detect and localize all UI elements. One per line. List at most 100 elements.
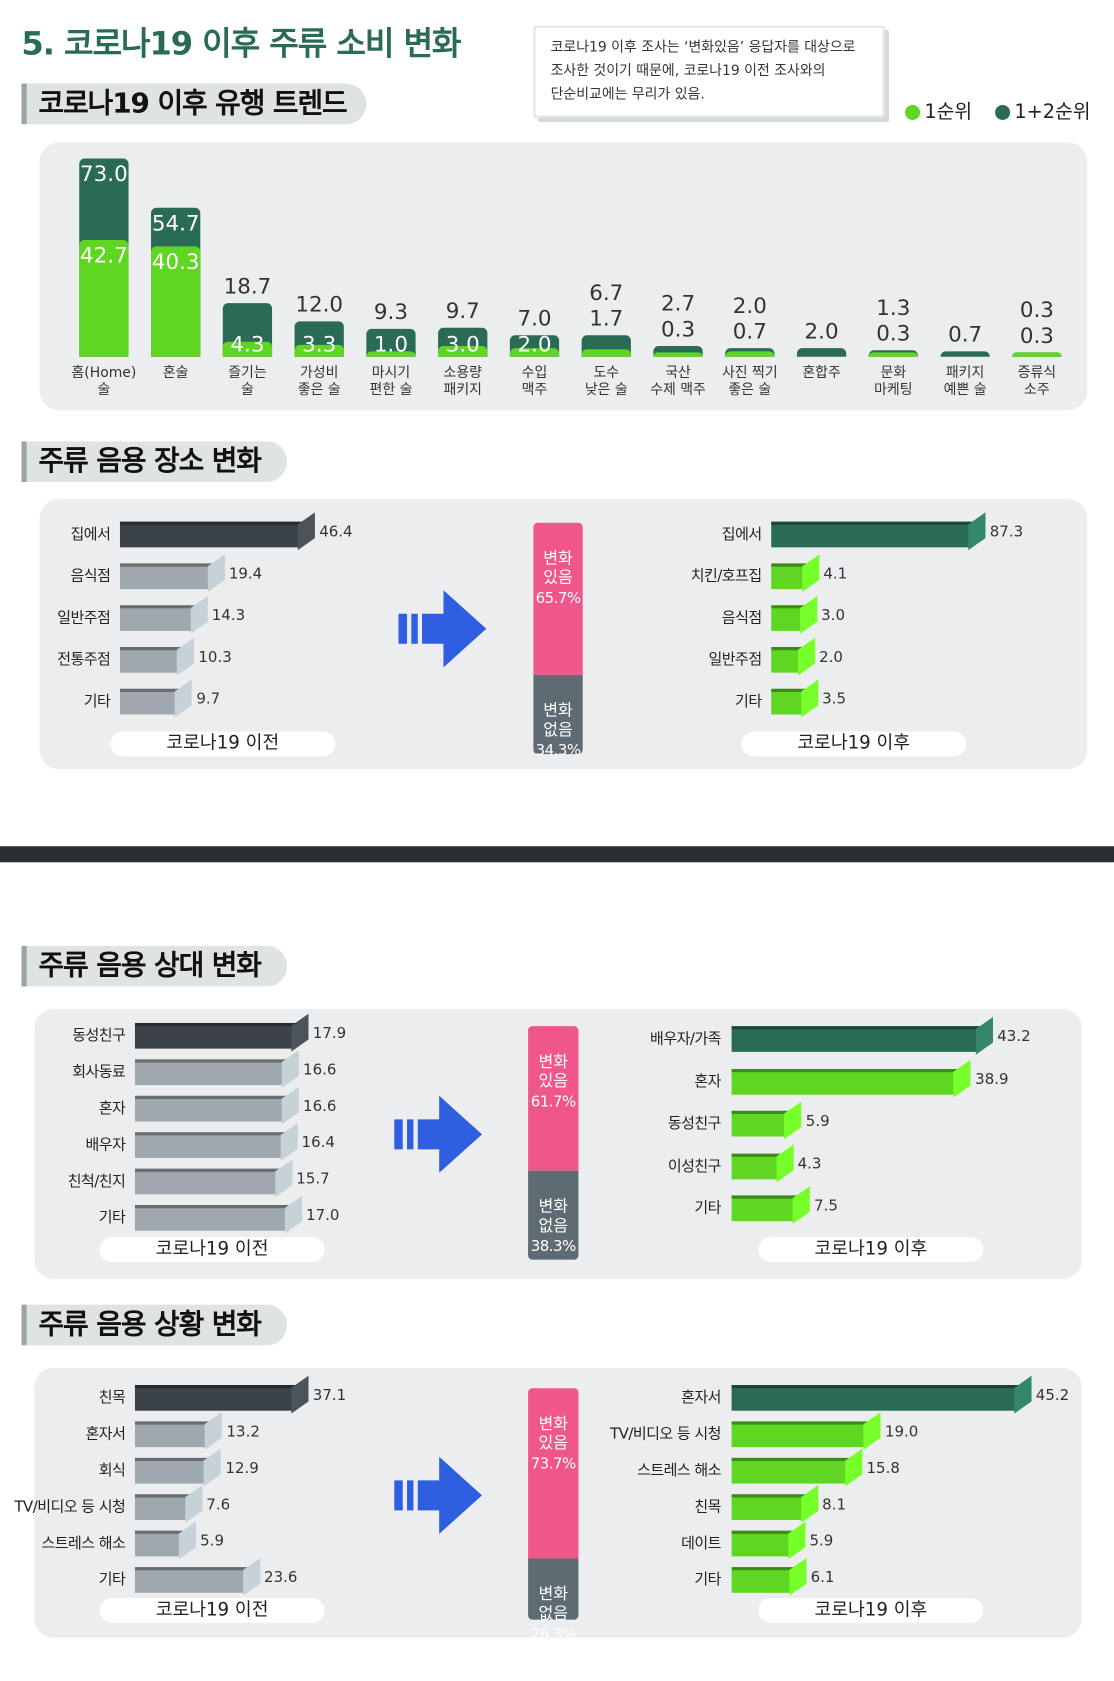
bar: [134, 1567, 247, 1593]
y-tick-label: 집에서: [70, 525, 111, 544]
x-tick-label: 혼술: [162, 365, 189, 382]
value-label: 19.0: [884, 1423, 919, 1441]
y-tick-label: 배우자/가족: [650, 1030, 721, 1048]
bar: [134, 1059, 286, 1086]
value-label: 12.9: [225, 1459, 259, 1478]
y-tick-label: 친목: [694, 1498, 721, 1516]
y-tick-label: 스트레스 해소: [41, 1534, 126, 1553]
legend-swatch: [995, 104, 1011, 120]
bar: [119, 688, 180, 715]
value-label: 38.9: [975, 1070, 1009, 1088]
value-label: 43.2: [997, 1028, 1031, 1046]
section-title: 주류 음용 상대 변화: [38, 950, 262, 983]
change-segment: [533, 522, 583, 675]
change-label: 변화 없음: [538, 1584, 569, 1623]
value-label: 8.1: [822, 1496, 846, 1514]
bar: [134, 1384, 296, 1411]
section-tab: [21, 1304, 288, 1346]
value-label: 16.6: [303, 1061, 337, 1079]
y-tick-label: 기타: [694, 1571, 721, 1589]
change-segment: [528, 1388, 579, 1559]
bar: [119, 521, 303, 548]
value-label: 3.5: [822, 690, 846, 709]
x-tick-label: 마시기 편한 술: [369, 365, 413, 399]
y-tick-label: 배우자: [85, 1136, 126, 1154]
section-title: 코로나19 이후 유행 트렌드: [38, 87, 348, 120]
value-label: 12.0: [295, 291, 344, 318]
bar: [731, 1384, 1019, 1411]
bar: [731, 1195, 797, 1222]
value-label: 54.7: [151, 209, 200, 236]
legend-label: 1+2순위: [1014, 100, 1091, 124]
arrow: [394, 1095, 483, 1173]
change-label: 변화 없음: [543, 700, 573, 739]
axis-pill: [99, 1598, 325, 1623]
value-label: 18.7: [223, 273, 272, 300]
x-tick-label: 수입 맥주: [521, 365, 548, 399]
bar: [731, 1421, 868, 1448]
value-label: 0.3: [876, 320, 911, 346]
y-tick-label: 동성친구: [72, 1027, 126, 1045]
bar: [134, 1022, 296, 1049]
axis-label: 코로나19 이후: [814, 1238, 928, 1260]
value-label: 15.8: [866, 1459, 900, 1478]
bar: [731, 1494, 806, 1520]
bar: [134, 1530, 184, 1557]
y-tick-label: 혼자서: [681, 1389, 721, 1407]
y-tick-label: 기타: [735, 693, 762, 711]
y-tick-label: 친척/친지: [67, 1172, 126, 1191]
value-label: 1.0: [373, 330, 409, 357]
separator: [0, 846, 1114, 863]
value-label: 2.0: [732, 292, 767, 319]
axis-pill: [741, 731, 967, 757]
bar: [771, 605, 804, 631]
change-segment: [528, 1170, 579, 1260]
x-tick-label: 혼합주: [802, 365, 841, 382]
value-label: 0.3: [1019, 296, 1054, 323]
value-label: 7.5: [814, 1197, 838, 1215]
value-label: 4.1: [823, 565, 848, 583]
value-label: 7.0: [517, 304, 552, 331]
y-tick-label: 음식점: [70, 567, 111, 585]
arrow: [394, 1456, 483, 1534]
bar: [119, 646, 182, 673]
x-tick-label: 문화 마케팅: [874, 365, 913, 399]
bar: [771, 563, 807, 590]
y-tick-label: 일반주점: [57, 609, 111, 627]
bar: [79, 239, 129, 357]
y-tick-label: 혼자: [694, 1072, 721, 1090]
value-label: 0.3: [660, 316, 696, 342]
value-label: 73.0: [80, 160, 128, 187]
value-label: 13.2: [226, 1423, 260, 1441]
value-label: 2.0: [517, 330, 552, 357]
y-tick-label: 혼자서: [85, 1425, 126, 1443]
arrow: [398, 590, 487, 668]
bar: [581, 348, 631, 357]
x-tick-label: 홈(Home) 술: [71, 365, 137, 399]
y-tick-label: TV/비디오 등 시청: [14, 1498, 126, 1516]
value-label: 15.7: [296, 1170, 330, 1188]
value-label: 0.7: [732, 318, 767, 344]
bar: [868, 352, 918, 357]
page-title: 5. 코로나19 이후 주류 소비 변화: [21, 25, 461, 64]
value-label: 6.7: [589, 279, 624, 306]
value-label: 16.4: [301, 1134, 335, 1152]
y-tick-label: 데이트: [681, 1534, 721, 1553]
axis-label: 코로나19 이전: [155, 1599, 269, 1621]
bar: [134, 1205, 289, 1231]
value-label: 16.6: [303, 1097, 337, 1116]
section-tab: [21, 945, 288, 987]
axis-label: 코로나19 이후: [797, 732, 911, 755]
bar: [134, 1494, 190, 1520]
x-tick-label: 즐기는 술: [228, 365, 267, 399]
bar: [119, 605, 195, 631]
y-tick-label: 이성친구: [667, 1157, 722, 1175]
value-label: 9.7: [445, 297, 480, 324]
value-label: 5.9: [200, 1532, 225, 1550]
value-label: 7.6: [206, 1496, 231, 1514]
value-label: 42.7: [80, 241, 128, 268]
value-label: 3.0: [821, 607, 845, 625]
value-label: 17.0: [306, 1207, 340, 1225]
value-label: 0.7: [948, 321, 983, 348]
y-tick-label: 기타: [83, 693, 111, 711]
